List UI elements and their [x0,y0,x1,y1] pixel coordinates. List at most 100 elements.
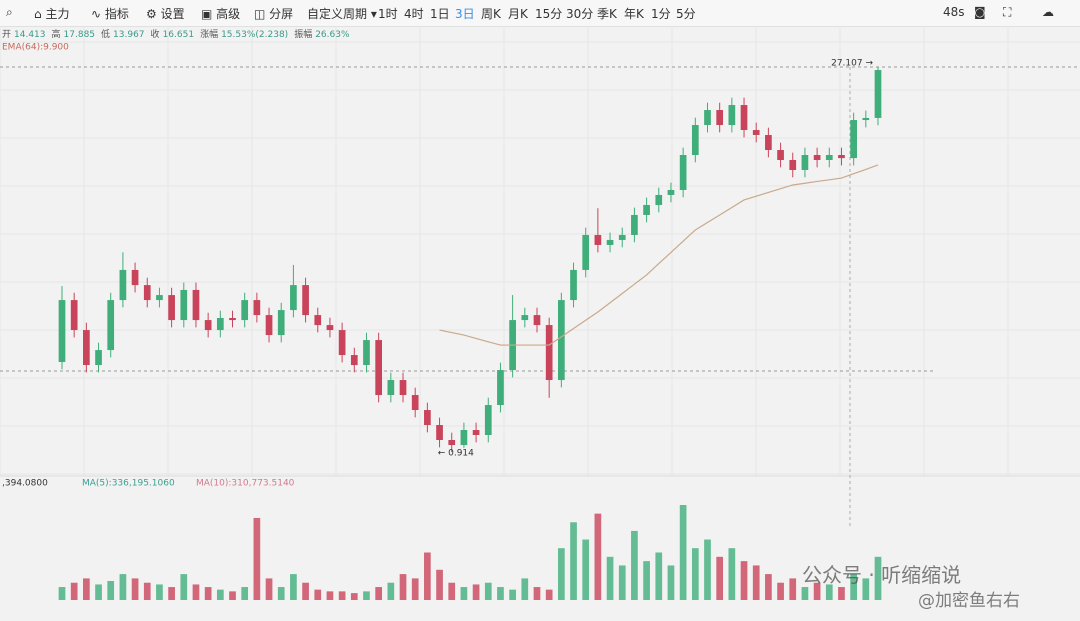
period-button[interactable]: 年K [624,7,644,21]
candle-body [253,300,261,316]
volume-bar [655,552,663,600]
volume-bar [570,522,577,600]
volume-bar [631,530,638,600]
volume-bar [363,591,370,600]
candle-body [631,214,638,235]
period-button[interactable]: 4时 [404,7,424,21]
candle-body [594,234,602,245]
timer: 48s [943,5,965,19]
volume-ma5-label: MA(5):336,195.1060 [82,479,175,489]
volume-bar [168,587,175,600]
volume-bar [253,517,261,600]
candle-body [850,120,857,159]
chart: 开 14.413 高 17.885 低 13.967 收 16.651 涨幅 15.53%(2.2… [0,26,1080,600]
fullscreen-icon[interactable]: ⛶ [1003,5,1012,19]
camera-icon[interactable]: ◙ [974,5,986,19]
candle-body [265,315,273,336]
ohlc-label: 低 [101,28,110,40]
candle-body [58,300,66,362]
period-button[interactable]: 1时 [378,7,398,21]
volume-bar [704,539,711,600]
ohlc-header: 开 14.413 高 17.885 低 13.967 收 16.651 涨幅 15.53%(2.2… [2,28,350,40]
candle-body [277,310,285,336]
volume-bar [582,539,590,600]
candle-body [618,234,626,240]
volume-bar [131,578,139,600]
volume-bar [387,582,395,600]
volume-bar [350,593,358,600]
candle-body [216,318,224,331]
cloud-icon[interactable]: ☁ [1042,5,1054,19]
toolbar-button[interactable]: ▣ 高级 [201,7,241,21]
volume-bar [156,584,163,600]
volume-bar [277,587,285,600]
period-button[interactable]: 季K [597,7,617,21]
volume-bar [728,548,736,600]
period-button[interactable]: 15分 [535,7,563,21]
candle-body [70,300,78,331]
volume-bar [241,587,249,600]
candle-body [716,110,724,126]
ohlc-label: 收 [151,28,160,40]
volume-bar [192,584,200,600]
candle-body [338,330,346,356]
candle-body [704,110,711,126]
period-button[interactable]: 3日 [455,7,475,21]
volume-bar [691,548,699,600]
volume-bar [825,584,833,600]
period-button[interactable]: 1分 [651,7,671,21]
volume-bar [436,569,443,600]
period-button[interactable]: 周K [481,7,501,21]
search-icon[interactable]: ⌕ [6,5,13,19]
candle-body [156,295,163,301]
volume-bar [119,574,127,600]
ohlc-value: 14.413 [14,30,46,40]
period-button[interactable]: 1日 [430,7,450,21]
candle-body [606,239,614,245]
candle-body [363,340,370,366]
period-button[interactable]: 5分 [676,7,696,21]
volume-bar [679,505,687,600]
candle-body [813,155,821,160]
volume-bar [302,582,309,600]
candle-body [436,425,443,441]
volume-bar [716,556,724,600]
volume-bar [265,578,273,600]
volume-bar [448,582,456,600]
candle-body [326,325,334,331]
candle-body [801,155,809,170]
button-label: 设置 [160,7,185,21]
candle-body [168,295,175,321]
volume-bar [545,589,553,600]
volume-bar [460,587,468,600]
toolbar-button[interactable]: ⚙ 设置 [146,7,185,21]
volume-bar [667,565,675,600]
volume-bar [399,574,407,600]
candle-body [411,395,419,411]
volume-bar [618,565,626,600]
candle-body [570,269,577,301]
toolbar-button[interactable]: ⌂ 主力 [34,7,70,21]
max-price-label: 27.107 → [831,59,873,69]
volume-bar [314,589,322,600]
volume-bar [521,578,529,600]
candle-body [789,159,797,170]
candle-body [83,330,90,366]
candle-body [728,105,736,126]
ohlc-value: 17.885 [64,30,96,40]
toolbar-button[interactable]: 自定义周期 ▾ [307,7,377,21]
candle-body [241,300,249,321]
button-label: 自定义周期 [307,7,368,21]
period-button[interactable]: 月K [508,7,528,21]
period-button[interactable]: 30分 [566,7,594,21]
volume-bar [765,574,772,600]
volume-bar [497,587,504,600]
toolbar-button[interactable]: ∿ 指标 [91,7,129,21]
toolbar-button[interactable]: ◫ 分屏 [254,7,294,21]
volume-bar [813,582,821,600]
candle-body [448,440,456,446]
candle-body [765,135,772,151]
candle-body [350,355,358,366]
volume-bar [216,589,224,600]
ohlc-label: 振幅 [294,28,312,40]
